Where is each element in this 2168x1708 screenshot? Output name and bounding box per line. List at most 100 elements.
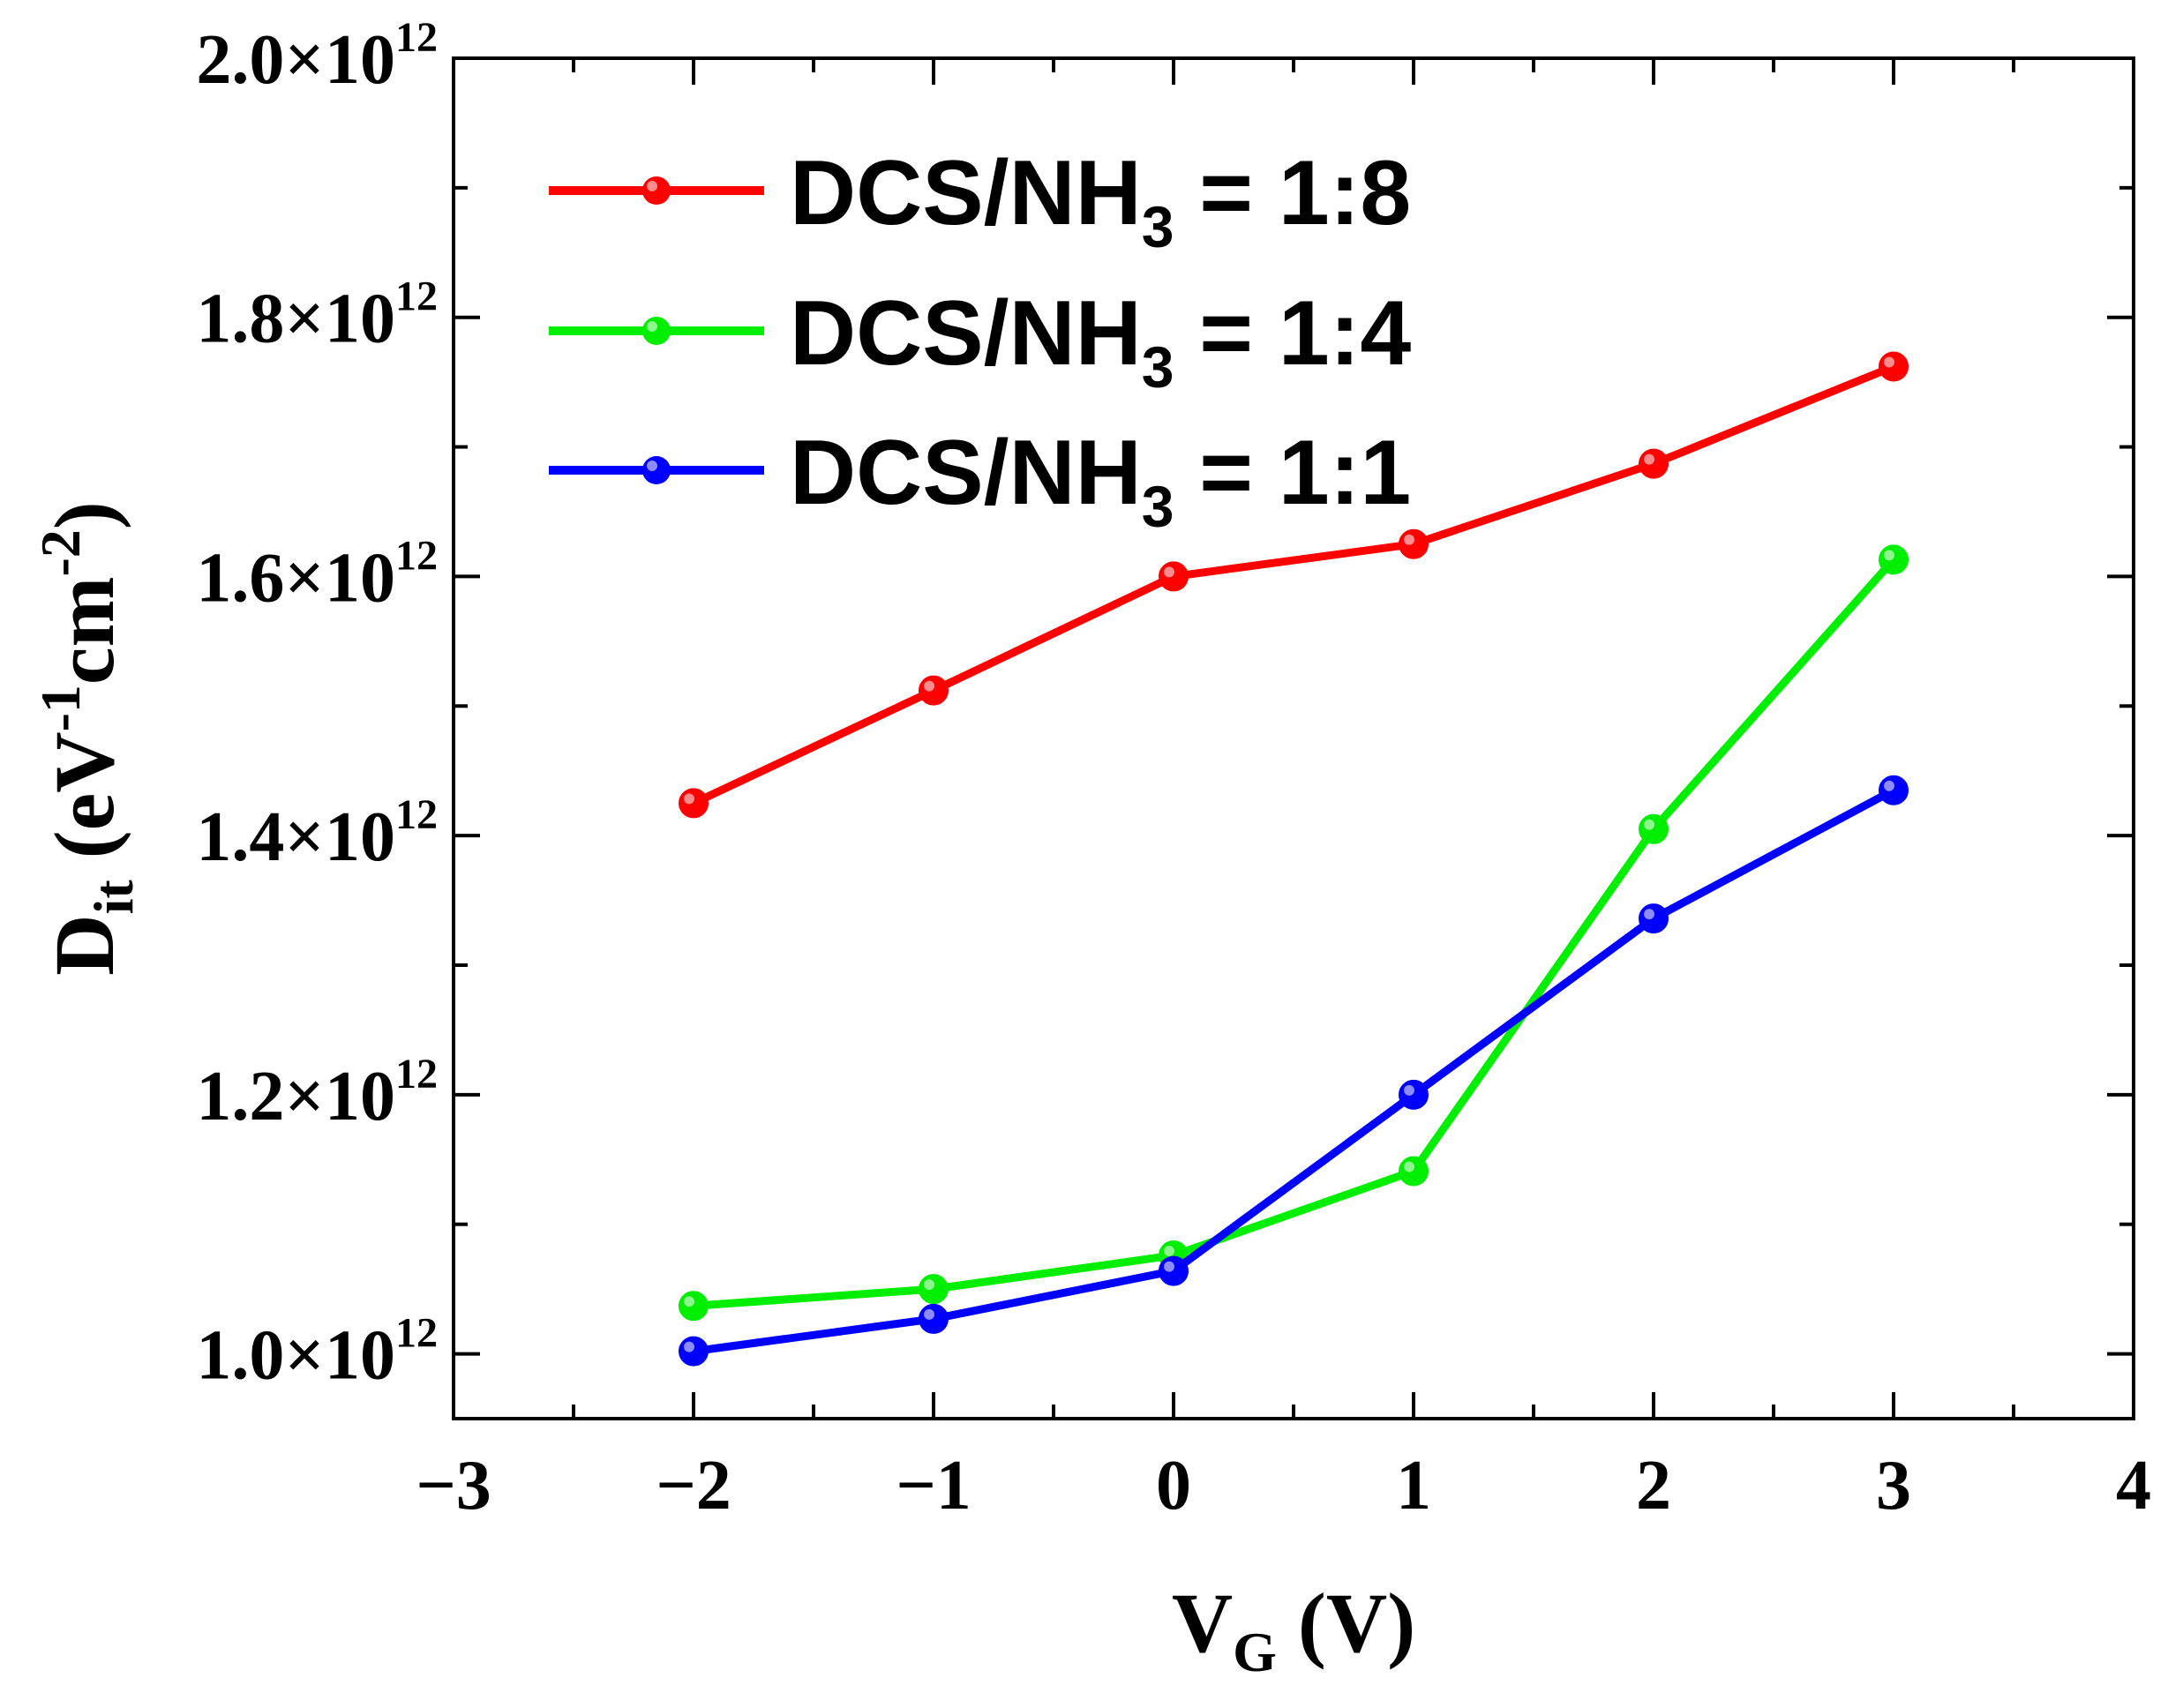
data-point-highlight — [1644, 453, 1654, 465]
data-point — [919, 675, 949, 706]
axis-ticks — [452, 56, 2135, 1419]
legend-label: DCS/NH3 = 1:4 — [790, 282, 1411, 400]
y-tick-exponent: 12 — [395, 273, 438, 320]
y-tick-exponent: 12 — [395, 1310, 438, 1357]
data-point-highlight — [1164, 1261, 1174, 1272]
data-point-highlight — [1164, 1245, 1174, 1256]
y-tick-times: ×10 — [284, 1317, 395, 1395]
x-tick-label: 4 — [2116, 1447, 2151, 1524]
x-axis-label-sub: G — [1233, 1621, 1277, 1683]
data-point-highlight — [1884, 550, 1894, 561]
y-axis-label-sup1: -1 — [29, 685, 92, 731]
data-point — [679, 1336, 709, 1367]
data-point — [1399, 1079, 1429, 1110]
legend-item-2: DCS/NH3 = 1:4 — [549, 282, 1411, 400]
legend-marker-highlight — [647, 321, 657, 332]
series-3 — [679, 775, 1909, 1367]
y-tick-exponent: 12 — [395, 791, 438, 838]
legend-label-sub: 3 — [1142, 334, 1174, 400]
series-2 — [679, 544, 1909, 1322]
y-axis-label-sup2: -2 — [29, 529, 92, 576]
x-axis-label-main: V — [1172, 1576, 1233, 1670]
x-axis-label-rest: (V) — [1277, 1576, 1415, 1670]
data-point-highlight — [1884, 780, 1894, 791]
data-point-highlight — [924, 1308, 934, 1320]
data-point — [1879, 544, 1909, 575]
data-point — [1399, 528, 1429, 559]
data-point — [1159, 561, 1189, 592]
data-point-highlight — [924, 1279, 934, 1291]
series-line — [693, 557, 1897, 1310]
y-tick-times: ×10 — [284, 539, 395, 617]
y-tick-mantissa: 1.2 — [196, 1058, 284, 1135]
y-axis-label-rest3: ) — [37, 501, 131, 529]
y-tick-times: ×10 — [284, 798, 395, 876]
legend-label-rest: = 1:1 — [1174, 422, 1411, 524]
data-point-highlight — [1404, 534, 1414, 545]
legend-label: DCS/NH3 = 1:1 — [790, 422, 1411, 539]
data-point — [1639, 448, 1669, 479]
data-point — [1159, 1255, 1189, 1286]
x-tick-label: −3 — [416, 1447, 491, 1524]
y-tick-label: 1.2×1012 — [196, 1051, 438, 1135]
y-tick-label: 2.0×1012 — [196, 14, 438, 99]
y-tick-exponent: 12 — [395, 14, 438, 61]
y-tick-label: 1.8×1012 — [196, 273, 438, 358]
y-tick-mantissa: 2.0 — [196, 21, 284, 99]
y-tick-label: 1.4×1012 — [196, 791, 438, 876]
y-axis-label-main: D — [37, 914, 131, 975]
data-point-highlight — [1644, 819, 1654, 830]
legend-label-rest: = 1:8 — [1174, 142, 1411, 244]
x-tick-label: 1 — [1396, 1447, 1431, 1524]
y-tick-label: 1.6×1012 — [196, 532, 438, 617]
x-tick-label: 3 — [1876, 1447, 1911, 1524]
y-axis-label: Dit (eV-1cm-2) — [29, 501, 145, 976]
data-point — [1399, 1156, 1429, 1187]
y-tick-mantissa: 1.0 — [196, 1317, 284, 1395]
y-tick-label: 1.0×1012 — [196, 1310, 438, 1395]
y-tick-exponent: 12 — [395, 532, 438, 579]
y-tick-times: ×10 — [284, 1058, 395, 1135]
x-tick-label: 0 — [1156, 1447, 1191, 1524]
data-point-highlight — [924, 680, 934, 692]
legend-marker-highlight — [647, 461, 657, 471]
legend-label-main: DCS/NH — [790, 422, 1142, 524]
series-lines — [679, 351, 1909, 1367]
x-tick-labels: −3 −2 −1 0 1 2 3 4 — [416, 1447, 2151, 1524]
series-line — [693, 786, 1896, 1356]
legend-marker — [642, 456, 671, 484]
y-tick-mantissa: 1.4 — [196, 798, 284, 876]
data-point-highlight — [1404, 1084, 1414, 1096]
x-tick-label: −1 — [896, 1447, 971, 1524]
data-point — [1879, 775, 1909, 805]
data-point — [1639, 813, 1669, 844]
data-point — [919, 1274, 949, 1305]
x-tick-label: 2 — [1636, 1447, 1671, 1524]
data-point-highlight — [684, 793, 694, 805]
series-1 — [679, 351, 1909, 819]
legend-item-1: DCS/NH3 = 1:8 — [549, 142, 1411, 259]
legend-marker — [642, 176, 671, 205]
y-axis-label-rest2: cm — [37, 577, 131, 685]
data-point-highlight — [1884, 356, 1894, 368]
x-tick-label: −2 — [656, 1447, 731, 1524]
legend-label-rest: = 1:4 — [1174, 282, 1411, 385]
data-point — [679, 1291, 709, 1322]
y-tick-times: ×10 — [284, 281, 395, 358]
data-point — [679, 788, 709, 819]
legend-label-main: DCS/NH — [790, 142, 1142, 244]
legend-label-sub: 3 — [1142, 194, 1174, 259]
data-point-highlight — [1404, 1161, 1414, 1172]
y-tick-times: ×10 — [284, 21, 395, 99]
y-tick-mantissa: 1.6 — [196, 539, 284, 617]
legend-item-3: DCS/NH3 = 1:1 — [549, 422, 1411, 539]
data-point — [919, 1303, 949, 1334]
legend-marker-highlight — [647, 181, 657, 191]
legend-marker — [642, 317, 671, 345]
y-axis-label-sub: it — [82, 880, 145, 915]
data-point — [1639, 903, 1669, 934]
data-point-highlight — [684, 1341, 694, 1352]
legend-label-sub: 3 — [1142, 474, 1174, 539]
data-point-highlight — [1644, 909, 1654, 920]
